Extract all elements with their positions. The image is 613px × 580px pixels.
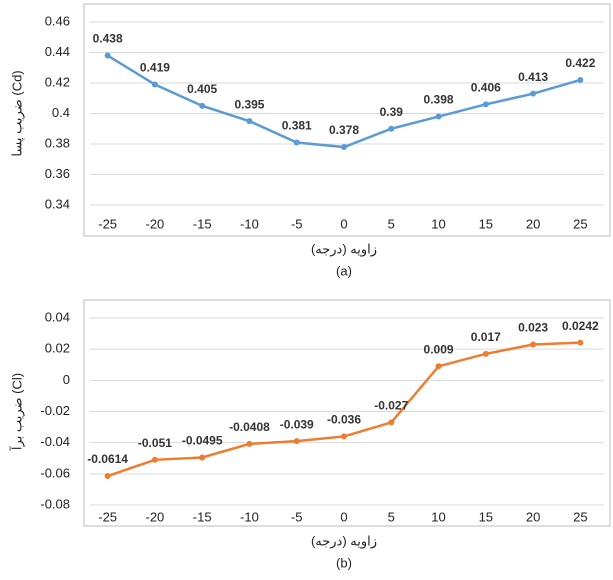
point (577, 76, 584, 83)
value-label: -0.039 (280, 417, 314, 431)
x-tick-label: 5 (388, 216, 395, 231)
x-tick-label: -5 (291, 216, 303, 231)
point (104, 473, 111, 480)
x-tick-label: 25 (573, 216, 587, 231)
x-tick-label: 0 (340, 509, 347, 524)
x-tick-label: -15 (193, 509, 212, 524)
value-label: -0.027 (374, 399, 408, 413)
x-tick-label: 0 (340, 216, 347, 231)
y-tick-label: 0.42 (45, 74, 70, 89)
x-tick-label: 10 (431, 216, 445, 231)
point (388, 419, 395, 426)
value-label: 0.438 (93, 32, 123, 46)
x-tick-label: 20 (526, 509, 540, 524)
x-tick-label: -10 (240, 216, 259, 231)
x-axis-label: زاویه (درجه) (311, 241, 377, 257)
chart-frame (83, 3, 611, 237)
value-label: 0.395 (234, 97, 264, 111)
y-tick-label: 0.34 (45, 196, 70, 211)
point (151, 456, 158, 463)
value-label: -0.0495 (182, 434, 223, 448)
x-tick-label: -20 (146, 216, 165, 231)
x-tick-label: 15 (479, 216, 493, 231)
point (341, 144, 347, 151)
x-tick-label: -5 (291, 509, 303, 524)
x-tick-label: -25 (98, 216, 117, 231)
point (482, 350, 489, 357)
point (104, 52, 111, 59)
series-line (107, 341, 581, 478)
x-tick-label: 15 (479, 509, 493, 524)
point (199, 454, 206, 461)
point (293, 438, 300, 445)
x-tick-label: -10 (240, 509, 259, 524)
value-label: 0.422 (565, 56, 595, 70)
value-label: 0.398 (424, 93, 454, 107)
value-label: 0.023 (518, 321, 548, 335)
y-tick-label: 0 (63, 372, 70, 387)
y-axis-label: ضریب برآ (Cl) (8, 373, 25, 451)
x-tick-label: 25 (573, 509, 587, 524)
y-tick-label: 0.38 (45, 135, 70, 150)
y-tick-label: -0.02 (40, 403, 70, 418)
value-label: 0.017 (471, 330, 501, 344)
y-axis-label: ضریب پسا (Cd) (9, 70, 25, 156)
x-tick-label: -15 (193, 216, 212, 231)
value-label: 0.009 (424, 342, 454, 356)
y-tick-label: 0.44 (45, 44, 70, 59)
x-tick-label: -25 (98, 509, 117, 524)
point (246, 440, 253, 447)
point (293, 139, 300, 146)
y-tick-label: -0.06 (40, 465, 70, 480)
value-label: 0.381 (282, 119, 312, 133)
point (435, 113, 442, 120)
y-tick-label: -0.08 (40, 496, 70, 511)
value-label: 0.405 (187, 82, 217, 96)
value-label: 0.0242 (562, 319, 599, 333)
point (341, 433, 347, 440)
value-label: 0.406 (471, 81, 501, 95)
point (199, 102, 206, 109)
value-label: -0.0408 (229, 420, 270, 434)
point (151, 81, 158, 88)
value-label: -0.051 (138, 436, 172, 450)
value-label: -0.0614 (87, 452, 128, 466)
caption: (a) (336, 263, 352, 278)
value-label: 0.39 (380, 105, 404, 119)
point (482, 101, 489, 108)
chart-frame (83, 299, 611, 527)
point (388, 125, 395, 132)
point (530, 341, 537, 348)
value-label: -0.036 (327, 413, 361, 427)
y-tick-label: 0.02 (45, 341, 70, 356)
value-label: 0.419 (140, 61, 170, 75)
point (577, 339, 584, 346)
x-tick-label: 20 (526, 216, 540, 231)
x-axis-label: زاویه (درجه) (311, 533, 377, 549)
x-tick-label: 5 (388, 509, 395, 524)
x-tick-label: -20 (146, 509, 165, 524)
caption: (b) (336, 555, 352, 570)
y-tick-label: 0.46 (45, 13, 70, 28)
point (530, 90, 537, 97)
y-tick-label: 0.36 (45, 166, 70, 181)
x-tick-label: 10 (431, 509, 445, 524)
point (246, 118, 253, 125)
value-label: 0.378 (329, 123, 359, 137)
value-label: 0.413 (518, 70, 548, 84)
y-tick-label: 0.04 (45, 309, 70, 324)
point (435, 363, 442, 370)
y-tick-label: -0.04 (40, 434, 70, 449)
y-tick-label: 0.4 (52, 105, 70, 120)
